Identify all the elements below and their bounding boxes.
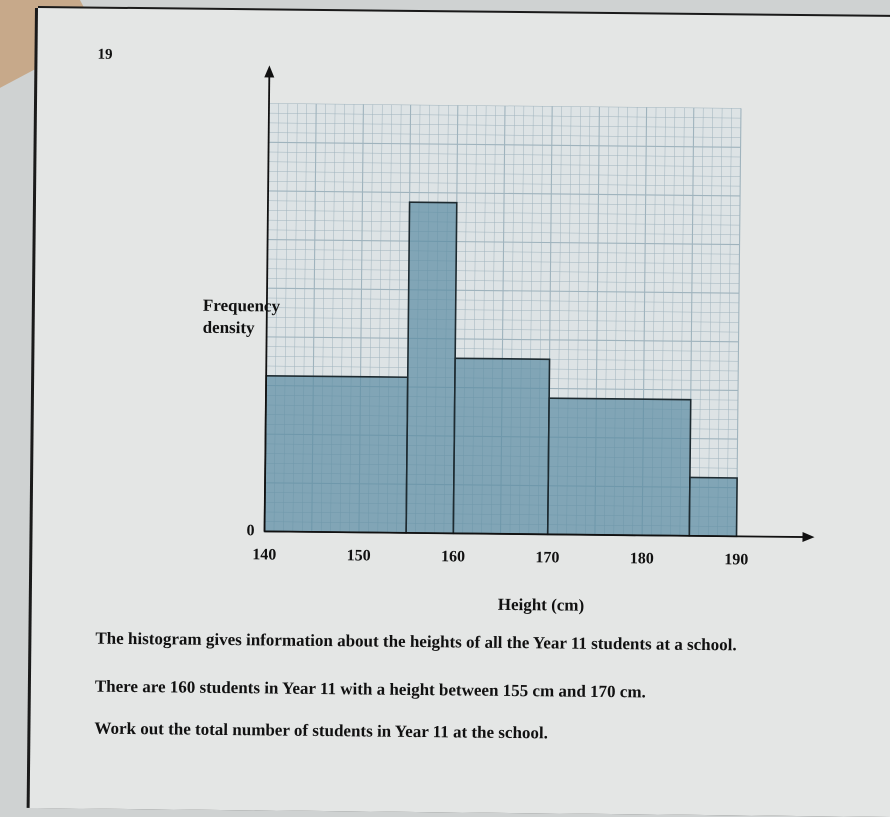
x-axis-line bbox=[264, 530, 807, 538]
histogram-bar-3 bbox=[452, 357, 551, 536]
grid-line-horizontal bbox=[266, 346, 739, 352]
grid-line-horizontal bbox=[268, 132, 741, 138]
x-tick-label: 160 bbox=[441, 548, 465, 565]
grid-line-horizontal bbox=[267, 210, 740, 216]
worksheet-page: 19 140 150 160 170 180 190 0 Frequency density… bbox=[29, 8, 890, 817]
question-line-2: There are 160 students in Year 11 with a… bbox=[94, 676, 646, 702]
x-tick-label: 140 bbox=[252, 546, 276, 563]
y-tick-label: 0 bbox=[246, 522, 254, 539]
histogram-bar-1 bbox=[263, 374, 409, 534]
grid-line-horizontal bbox=[266, 297, 739, 304]
grid-line-horizontal bbox=[266, 336, 739, 343]
grid-line-horizontal bbox=[267, 278, 740, 284]
chart-axes bbox=[263, 65, 815, 543]
grid-line-horizontal bbox=[268, 180, 741, 187]
grid-line-horizontal bbox=[266, 317, 739, 323]
histogram-bar-5 bbox=[688, 476, 738, 538]
histogram-bar-4 bbox=[546, 397, 692, 537]
grid-line-horizontal bbox=[267, 219, 740, 226]
question-line-3: Work out the total number of students in… bbox=[94, 718, 549, 743]
x-tick-label: 150 bbox=[347, 547, 371, 564]
y-axis-label-text: Frequency density bbox=[202, 295, 281, 338]
tick-labels: 140 150 160 170 180 190 0 bbox=[246, 522, 748, 568]
grid-line-horizontal bbox=[267, 200, 740, 206]
histogram-bar-2 bbox=[405, 201, 458, 535]
grid-line-horizontal bbox=[267, 258, 740, 265]
x-tick-label: 170 bbox=[535, 549, 559, 566]
grid-line-horizontal bbox=[267, 287, 740, 294]
grid-line-horizontal bbox=[268, 112, 741, 119]
y-axis-arrow-icon bbox=[264, 65, 275, 78]
x-axis-label: Height (cm) bbox=[497, 594, 585, 615]
grid-line-horizontal bbox=[268, 141, 741, 148]
grid-line-horizontal bbox=[268, 171, 741, 177]
grid-line-horizontal bbox=[269, 103, 741, 109]
x-tick-label: 190 bbox=[724, 551, 748, 568]
grid-line-horizontal bbox=[268, 161, 741, 167]
x-tick-label: 180 bbox=[630, 550, 654, 567]
x-axis-arrow-icon bbox=[802, 532, 815, 543]
grid-line-horizontal bbox=[267, 239, 740, 246]
y-axis-line bbox=[263, 73, 271, 532]
y-axis-label: Frequency density bbox=[203, 295, 293, 340]
grid-line-horizontal bbox=[268, 151, 741, 158]
grid-line-horizontal bbox=[268, 190, 741, 197]
grid-line-horizontal bbox=[266, 326, 739, 333]
grid-line-horizontal bbox=[268, 122, 741, 129]
histogram-bars bbox=[263, 201, 738, 538]
grid-line-horizontal bbox=[267, 268, 740, 274]
grid-line-horizontal bbox=[267, 229, 740, 236]
histogram-chart: 140 150 160 170 180 190 0 bbox=[246, 65, 815, 568]
grid-line-horizontal bbox=[267, 249, 740, 255]
grid-line-horizontal bbox=[266, 307, 739, 313]
